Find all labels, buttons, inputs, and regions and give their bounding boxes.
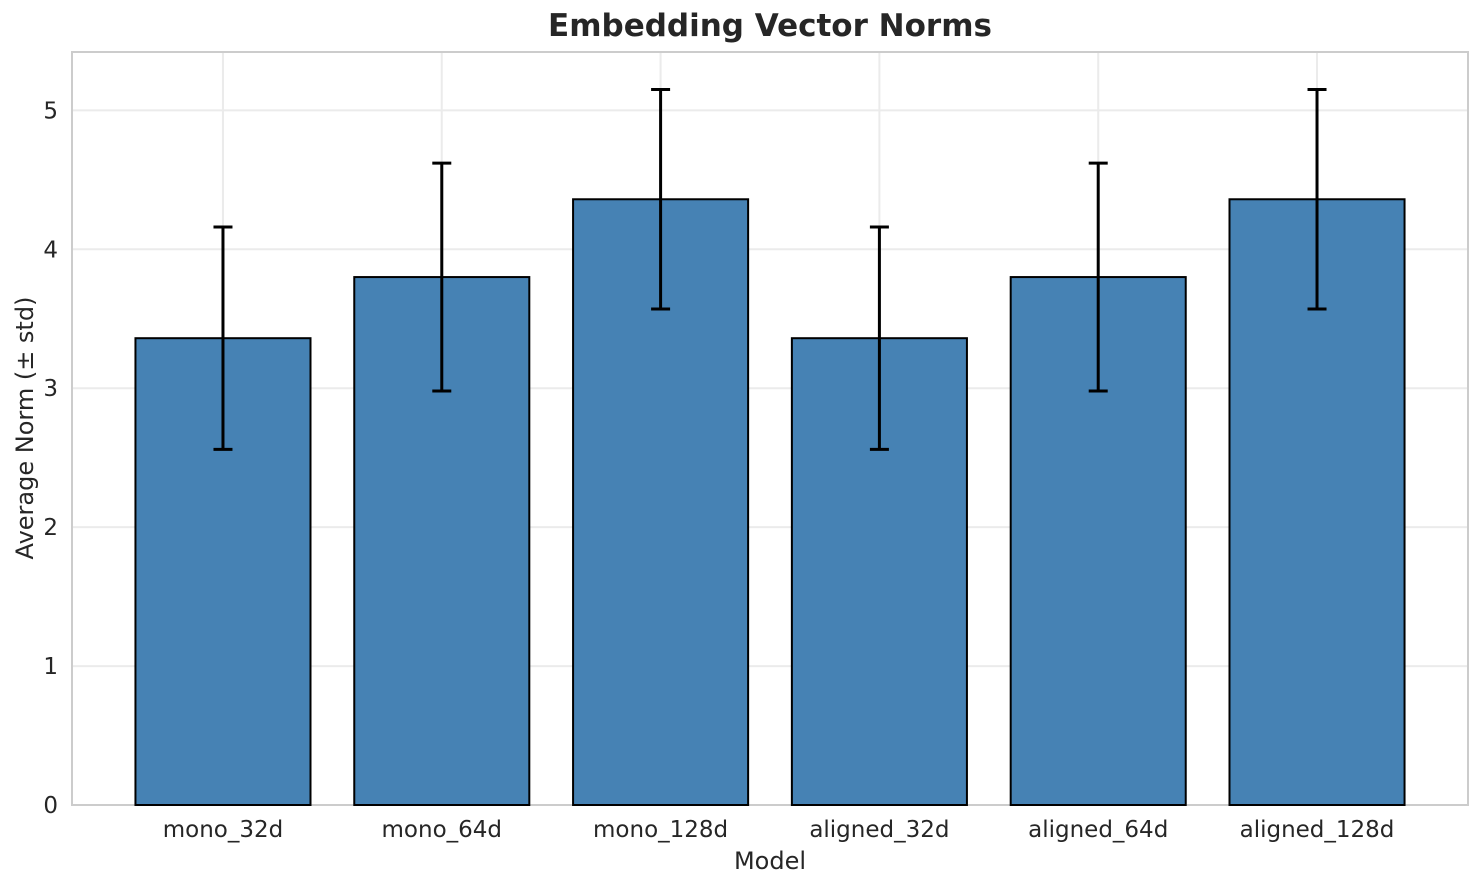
x-tick-label-aligned_32d: aligned_32d [809, 817, 949, 843]
y-tick-label-4: 4 [43, 237, 58, 263]
x-tick-label-aligned_64d: aligned_64d [1028, 817, 1168, 843]
x-axis-label: Model [733, 847, 807, 875]
y-axis-label: Average Norm (± std) [11, 296, 39, 560]
y-tick-label-5: 5 [43, 98, 58, 124]
y-tick-label-3: 3 [43, 376, 58, 402]
chart-title: Embedding Vector Norms [548, 8, 992, 44]
y-tick-label-1: 1 [43, 654, 58, 680]
x-tick-label-mono_32d: mono_32d [163, 817, 284, 843]
y-tick-label-2: 2 [43, 515, 58, 541]
x-tick-label-mono_128d: mono_128d [593, 817, 728, 843]
y-tick-label-0: 0 [43, 793, 58, 819]
plot-frame [71, 51, 1469, 806]
x-tick-label-mono_64d: mono_64d [382, 817, 503, 843]
x-tick-label-aligned_128d: aligned_128d [1240, 817, 1395, 843]
